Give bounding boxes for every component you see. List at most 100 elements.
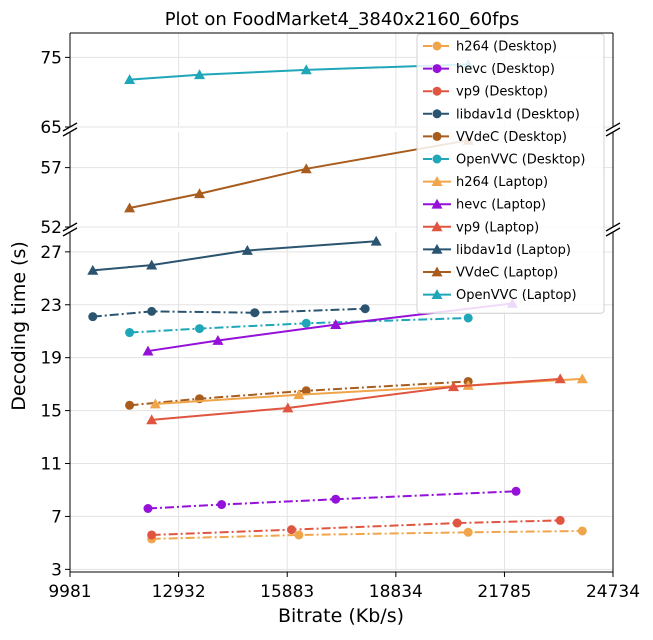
- series-line: [129, 139, 469, 209]
- legend-label: vp9 (Laptop): [456, 220, 539, 235]
- data-point: [447, 381, 459, 392]
- data-point: [194, 188, 206, 199]
- legend-marker: [432, 86, 442, 96]
- data-point: [463, 527, 473, 537]
- legend-entry: VVdeC (Laptop): [423, 266, 558, 281]
- data-point: [300, 64, 312, 75]
- y-tick-label: 15: [40, 402, 62, 422]
- legend-label: libdav1d (Laptop): [456, 243, 571, 258]
- data-point: [330, 319, 342, 330]
- legend: h264 (Desktop) hevc (Desktop) vp9 (Desktop…: [416, 33, 605, 314]
- legend-marker: [431, 176, 443, 186]
- series-line: [151, 519, 561, 536]
- legend-label: OpenVVC (Laptop): [456, 288, 577, 303]
- data-point: [142, 345, 154, 356]
- series-line: [92, 307, 366, 318]
- legend-box: [416, 33, 605, 314]
- legend-label: h264 (Laptop): [456, 175, 548, 190]
- legend-label: VVdeC (Desktop): [456, 130, 567, 145]
- series-h264-desktop: [147, 526, 587, 544]
- legend-label: h264 (Desktop): [456, 40, 557, 55]
- legend-marker: [432, 64, 442, 74]
- y-tick-label: 65: [40, 118, 62, 138]
- series-line: [147, 302, 513, 353]
- data-point: [360, 304, 370, 314]
- legend-label: OpenVVC (Desktop): [456, 153, 585, 168]
- panels-layer: 65 75 52 57 3 7 11 15 19 23 27: [40, 32, 614, 580]
- legend-entry: h264 (Desktop): [423, 40, 557, 55]
- series-line: [129, 380, 469, 407]
- data-point: [241, 245, 253, 255]
- legend-marker: [432, 154, 442, 164]
- y-tick-label: 27: [40, 243, 62, 263]
- legend-marker: [431, 266, 443, 277]
- data-point: [124, 202, 136, 213]
- data-point: [576, 373, 588, 384]
- data-point: [143, 503, 153, 513]
- axis-break-mark: [605, 222, 621, 232]
- data-point: [146, 259, 158, 270]
- legend-marker: [431, 243, 443, 254]
- data-point: [147, 306, 157, 316]
- legend-entry: hevc (Laptop): [423, 198, 546, 213]
- data-point: [294, 530, 304, 540]
- series-line: [147, 490, 517, 510]
- data-point: [287, 525, 297, 535]
- legend-entry: h264 (Laptop): [423, 175, 548, 190]
- legend-entry: vp9 (Laptop): [423, 220, 539, 235]
- axis-break-marks: [62, 122, 621, 237]
- data-point: [125, 400, 135, 410]
- legend-marker: [431, 221, 443, 232]
- legend-marker: [431, 289, 443, 299]
- legend-entry: OpenVVC (Desktop): [423, 153, 585, 168]
- data-point: [88, 312, 98, 322]
- data-point: [301, 318, 311, 328]
- series-libdav1d-laptop: [87, 235, 382, 275]
- series-line: [151, 529, 583, 540]
- series-line: [92, 240, 377, 272]
- series-openvvc-desktop: [125, 313, 473, 338]
- legend-label: VVdeC (Laptop): [456, 266, 558, 281]
- series-vp9-laptop: [146, 373, 566, 425]
- x-tick-label: 21785: [477, 582, 531, 602]
- data-point: [146, 414, 158, 425]
- legend-label: hevc (Laptop): [456, 198, 546, 213]
- data-point: [194, 69, 206, 80]
- axis-break-mark: [62, 127, 78, 137]
- series-hevc-desktop: [143, 486, 521, 513]
- legend-entry: libdav1d (Laptop): [423, 243, 571, 258]
- axis-break-mark: [605, 122, 621, 132]
- y-tick-label: 11: [40, 455, 62, 475]
- data-point: [555, 515, 565, 525]
- panel-top: 65 75: [40, 32, 614, 138]
- y-axis-label: Decoding time (s): [8, 241, 30, 411]
- x-axis-label: Bitrate (Kb/s): [278, 605, 404, 627]
- data-point: [124, 74, 136, 85]
- series-vp9-desktop: [147, 515, 565, 540]
- axis-break-mark: [62, 227, 78, 237]
- legend-entry: OpenVVC (Laptop): [423, 288, 577, 303]
- series-line: [151, 377, 561, 421]
- legend-marker: [431, 198, 443, 209]
- y-tick-label: 23: [40, 296, 62, 316]
- series-line: [129, 63, 469, 81]
- series-h264-laptop: [149, 373, 588, 409]
- data-point: [370, 235, 382, 246]
- data-point: [125, 328, 135, 338]
- legend-label: hevc (Desktop): [456, 62, 555, 77]
- y-tick-label: 52: [40, 218, 62, 238]
- data-point: [331, 494, 341, 504]
- y-tick-label: 57: [40, 159, 62, 179]
- legend-label: vp9 (Desktop): [456, 85, 548, 100]
- x-tick-label: 15883: [260, 582, 314, 602]
- data-point: [212, 334, 224, 345]
- y-tick-label: 19: [40, 349, 62, 369]
- x-tick-label: 24734: [586, 582, 640, 602]
- legend-entry: VVdeC (Desktop): [423, 130, 567, 145]
- series-libdav1d-desktop: [88, 304, 370, 322]
- data-point: [87, 264, 99, 275]
- data-point: [293, 389, 305, 400]
- data-point: [195, 324, 205, 334]
- legend-marker: [432, 131, 442, 141]
